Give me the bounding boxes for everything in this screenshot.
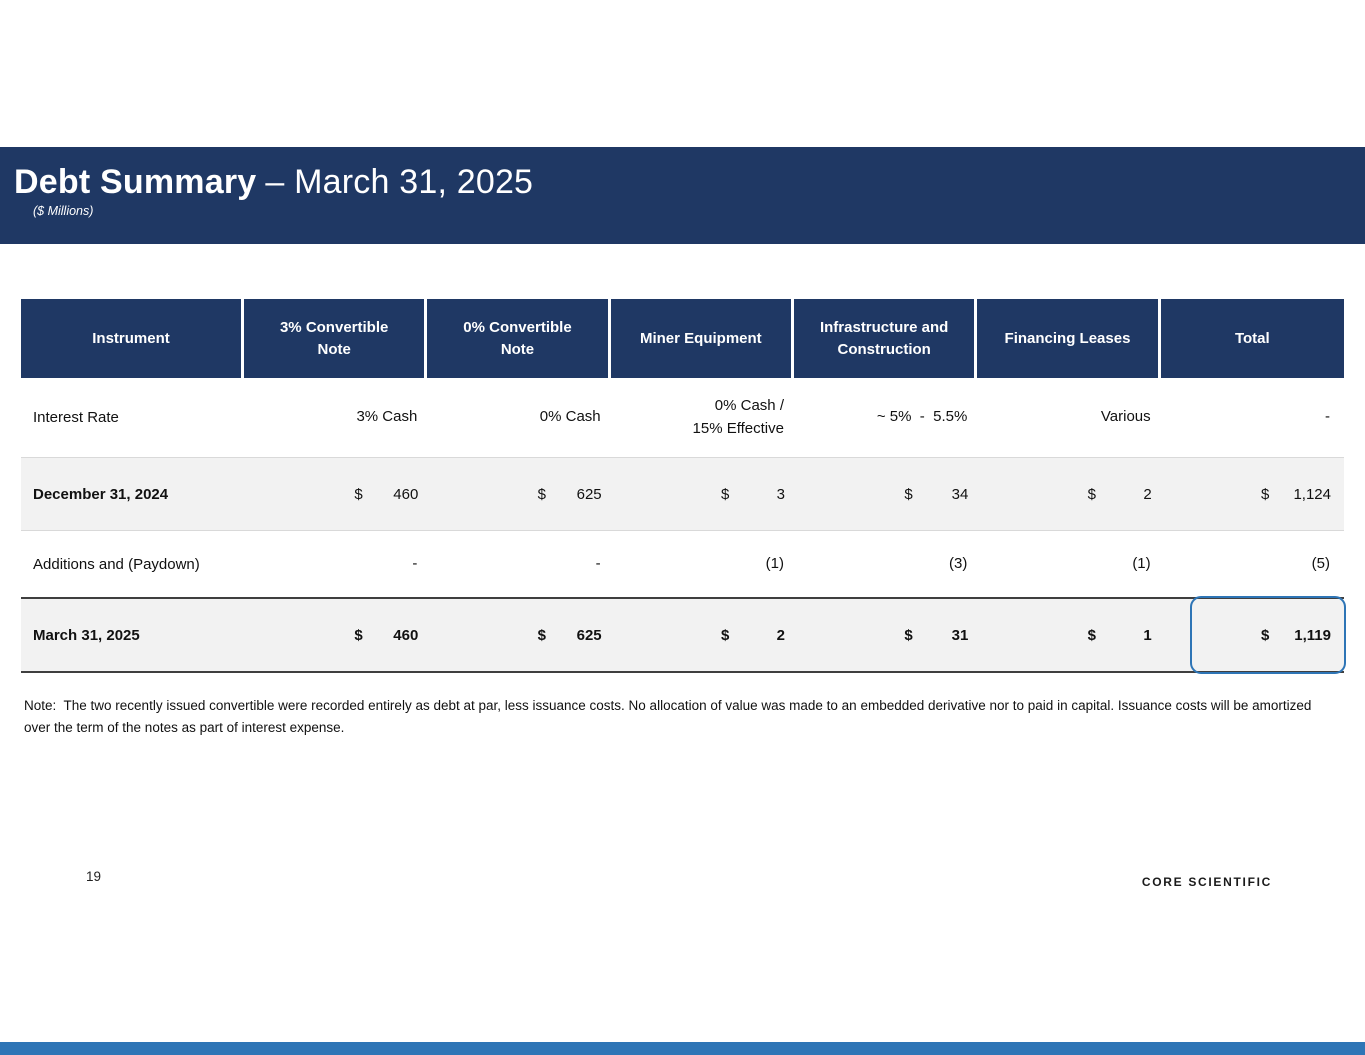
- currency-symbol: $: [1260, 485, 1270, 503]
- table-row: December 31, 2024 $460 $625 $3 $34 $2 $1,124: [21, 458, 1344, 531]
- table-cell: $3: [611, 458, 794, 530]
- table-cell: $625: [427, 599, 610, 671]
- cell-value: ~ 5% - 5.5%: [876, 408, 968, 426]
- cell-value: 460: [393, 485, 419, 503]
- cell-value: (3): [948, 554, 968, 572]
- table-cell: $625: [427, 458, 610, 530]
- column-header: Financing Leases: [977, 299, 1161, 378]
- table-cell: $31: [794, 599, 977, 671]
- currency-symbol: $: [537, 626, 546, 644]
- cell-value: 3: [776, 485, 785, 503]
- cell-value: 1: [1143, 626, 1152, 644]
- debt-summary-table: Instrument 3% Convertible Note 0% Converti…: [21, 299, 1346, 674]
- table-cell: 0% Cash: [427, 378, 610, 457]
- column-header: Infrastructure and Construction: [793, 299, 978, 378]
- table-cell: $1,124: [1161, 458, 1344, 530]
- table-cell: 3% Cash: [244, 378, 427, 457]
- cell-value: (1): [1132, 554, 1151, 572]
- page-title: Debt Summary – March 31, 2025: [0, 147, 1365, 202]
- column-header: Miner Equipment: [610, 299, 794, 378]
- table-cell: 0% Cash / 15% Effective: [611, 378, 794, 457]
- column-header: Instrument: [21, 299, 244, 378]
- cell-value: 0% Cash: [539, 408, 601, 426]
- cell-value: (1): [765, 554, 784, 572]
- table-row: Interest Rate 3% Cash 0% Cash 0% Cash / 15%…: [21, 378, 1344, 458]
- cell-value: 0% Cash / 15% Effective: [692, 397, 784, 437]
- table-cell: $460: [244, 458, 427, 530]
- column-header: 0% Convertible Note: [427, 299, 611, 378]
- page-number: 19: [86, 869, 102, 884]
- table-body: Interest Rate 3% Cash 0% Cash 0% Cash / 15%…: [21, 378, 1346, 674]
- table-cell: (1): [977, 531, 1160, 597]
- cell-value: Various: [1100, 408, 1151, 426]
- currency-symbol: $: [720, 626, 730, 644]
- table-cell: $1: [977, 599, 1160, 671]
- page-title-bold: Debt Summary: [14, 163, 257, 201]
- bottom-accent-bar: [0, 1042, 1365, 1055]
- table-cell: ~ 5% - 5.5%: [794, 378, 977, 457]
- table-header-row: Instrument 3% Convertible Note 0% Converti…: [21, 299, 1344, 378]
- table-cell: (1): [611, 531, 794, 597]
- table-cell: $2: [977, 458, 1160, 530]
- cell-value: -: [595, 554, 601, 572]
- footnote: Note: The two recently issued convertibl…: [24, 698, 1312, 735]
- cell-value: -: [1324, 408, 1330, 426]
- currency-symbol: $: [1087, 626, 1096, 644]
- cell-value: (5): [1311, 554, 1330, 572]
- cell-value: 1,119: [1294, 626, 1331, 644]
- table-cell: $34: [794, 458, 977, 530]
- table-cell: -: [244, 531, 427, 597]
- table-cell: Various: [977, 378, 1160, 457]
- cell-value: 460: [393, 626, 419, 644]
- table-cell: $1,119: [1161, 596, 1346, 674]
- table-cell: -: [1161, 378, 1344, 457]
- cell-value: 34: [951, 485, 969, 503]
- cell-value: 3% Cash: [356, 408, 418, 426]
- table-cell: (3): [794, 531, 977, 597]
- table-cell: -: [427, 531, 610, 597]
- currency-symbol: $: [1260, 626, 1270, 644]
- table-cell: $2: [611, 599, 794, 671]
- currency-symbol: $: [354, 626, 363, 644]
- cell-value: 625: [576, 485, 602, 503]
- table-row: March 31, 2025 $460 $625 $2 $31 $1 $1,119: [21, 596, 1346, 674]
- units-subtitle: ($ Millions): [33, 204, 94, 218]
- cell-value: 2: [1143, 485, 1152, 503]
- core-scientific-logo: CORE SCIENTIFIC: [1141, 875, 1272, 889]
- currency-symbol: $: [904, 626, 913, 644]
- row-label: December 31, 2024: [33, 485, 169, 503]
- column-header: Total: [1160, 299, 1344, 378]
- row-label: Additions and (Paydown): [33, 555, 200, 573]
- table-row: Additions and (Paydown) - - (1) (3) (1) (5): [21, 531, 1344, 599]
- row-label: March 31, 2025: [33, 626, 140, 644]
- cell-value: 2: [776, 626, 785, 644]
- title-band: Debt Summary – March 31, 2025 ($ Millions…: [0, 147, 1365, 244]
- cell-value: 1,124: [1293, 485, 1331, 503]
- currency-symbol: $: [1087, 485, 1096, 503]
- currency-symbol: $: [720, 485, 730, 503]
- column-header: 3% Convertible Note: [244, 299, 428, 378]
- currency-symbol: $: [354, 485, 363, 503]
- page-title-date: – March 31, 2025: [265, 163, 534, 201]
- cell-value: -: [412, 554, 418, 572]
- row-label: Interest Rate: [33, 409, 119, 426]
- currency-symbol: $: [904, 485, 913, 503]
- table-cell: $460: [244, 599, 427, 671]
- cell-value: 31: [951, 626, 969, 644]
- cell-value: 625: [576, 626, 602, 644]
- table-cell: (5): [1161, 531, 1344, 597]
- currency-symbol: $: [537, 485, 546, 503]
